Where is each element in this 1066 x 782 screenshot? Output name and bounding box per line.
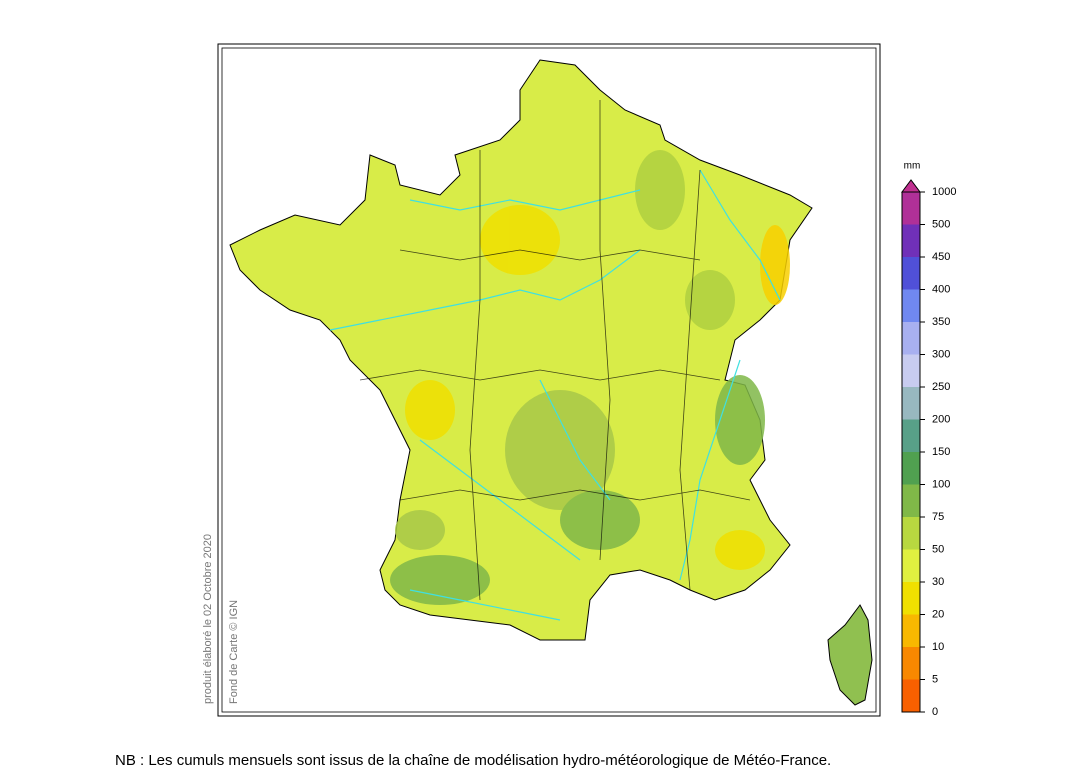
map xyxy=(229,59,873,706)
legend-label: 200 xyxy=(932,413,950,425)
rain-patches xyxy=(390,150,790,605)
rivers xyxy=(329,169,781,621)
legend-bin xyxy=(902,679,920,712)
legend-label: 250 xyxy=(932,381,950,393)
legend-label: 5 xyxy=(932,673,938,685)
legend-bin xyxy=(902,452,920,485)
legend-bin xyxy=(902,549,920,582)
legend-label: 0 xyxy=(932,706,938,718)
legend-bin xyxy=(902,192,920,225)
legend-bin xyxy=(902,289,920,322)
legend-label: 50 xyxy=(932,543,944,555)
map-frame xyxy=(217,43,881,717)
side-note: produit élaboré le 02 Octobre 2020 xyxy=(202,534,214,704)
legend-label: 10 xyxy=(932,641,944,653)
legend: mm 1000500450400350300250200150100755030… xyxy=(901,161,956,718)
legend-bin xyxy=(902,387,920,420)
legend-label: 30 xyxy=(932,576,944,588)
legend-bin xyxy=(902,582,920,615)
legend-bin xyxy=(902,224,920,257)
legend-label: 100 xyxy=(932,478,950,490)
corsica xyxy=(827,604,873,706)
legend-label: 400 xyxy=(932,283,950,295)
legend-bin xyxy=(902,322,920,355)
legend-label: 1000 xyxy=(932,186,956,198)
legend-label: 450 xyxy=(932,251,950,263)
legend-unit: mm xyxy=(904,161,921,172)
legend-bin xyxy=(902,257,920,290)
legend-bin xyxy=(902,354,920,387)
legend-label: 20 xyxy=(932,608,944,620)
legend-label: 75 xyxy=(932,511,944,523)
footnote: NB : Les cumuls mensuels sont issus de l… xyxy=(115,752,831,769)
side-note: Fond de Carte © IGN xyxy=(228,600,240,704)
legend-label: 350 xyxy=(932,316,950,328)
legend-bin xyxy=(902,647,920,680)
borders xyxy=(359,100,751,601)
legend-label: 300 xyxy=(932,348,950,360)
legend-bin xyxy=(902,614,920,647)
legend-overflow-arrow xyxy=(901,179,921,193)
legend-label: 500 xyxy=(932,218,950,230)
legend-bin xyxy=(902,419,920,452)
legend-bin xyxy=(902,484,920,517)
legend-label: 150 xyxy=(932,446,950,458)
legend-bin xyxy=(902,517,920,550)
